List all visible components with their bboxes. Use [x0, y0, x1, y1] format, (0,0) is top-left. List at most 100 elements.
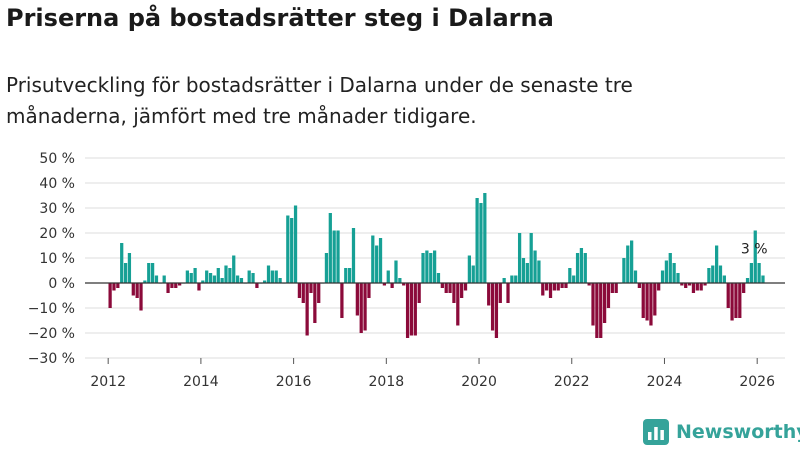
y-tick-label: −30 %	[28, 351, 75, 367]
bar	[529, 233, 533, 283]
bar	[761, 275, 765, 283]
newsworthy-logo-icon	[643, 419, 669, 445]
bar	[726, 283, 730, 308]
x-tick-label: 2022	[554, 374, 590, 390]
bar	[749, 263, 754, 283]
bar	[664, 260, 669, 283]
bar	[680, 283, 684, 286]
bar	[375, 245, 379, 283]
bar	[687, 283, 692, 286]
bar	[224, 265, 228, 283]
bar	[216, 268, 220, 283]
bar	[657, 283, 661, 291]
bar	[340, 283, 344, 318]
bar	[409, 283, 414, 336]
bar	[498, 283, 502, 303]
bar	[301, 283, 305, 303]
bar	[579, 248, 584, 283]
bar	[417, 283, 421, 303]
bar	[212, 275, 217, 283]
x-tick-label: 2024	[647, 374, 683, 390]
bar	[162, 275, 166, 283]
chart-title: Priserna på bostadsrätter steg i Dalarna	[6, 4, 554, 32]
x-tick-label: 2026	[739, 374, 775, 390]
bar	[429, 253, 433, 283]
bar	[270, 270, 274, 283]
bar	[676, 273, 680, 283]
bar	[131, 283, 135, 296]
bar	[178, 283, 182, 286]
bar	[730, 283, 734, 321]
bar	[599, 283, 603, 338]
bar	[645, 283, 649, 321]
bar	[432, 250, 437, 283]
bar	[606, 283, 611, 308]
bar	[348, 268, 352, 283]
bar	[371, 235, 375, 283]
bar	[587, 283, 591, 286]
bar	[514, 275, 518, 283]
bar	[108, 283, 112, 308]
bar	[568, 268, 572, 283]
bar	[745, 278, 750, 283]
bar	[699, 283, 703, 291]
bar	[517, 233, 522, 283]
bar	[363, 283, 367, 331]
bar	[174, 283, 178, 288]
bar	[556, 283, 560, 291]
bar	[382, 283, 387, 286]
bar	[715, 245, 719, 283]
bar	[537, 260, 541, 283]
bar	[263, 280, 267, 283]
bar	[293, 205, 298, 283]
x-tick-label: 2012	[90, 374, 126, 390]
bar	[463, 283, 468, 291]
bar	[359, 283, 363, 333]
y-tick-label: −10 %	[28, 301, 75, 317]
bar	[297, 283, 302, 298]
annotation-label: 3 %	[741, 242, 768, 258]
bar	[595, 283, 599, 338]
bar	[305, 283, 309, 336]
bar	[255, 283, 259, 288]
bar	[691, 283, 696, 293]
bar	[278, 278, 282, 283]
y-tick-label: 40 %	[39, 176, 75, 192]
bar	[405, 283, 410, 338]
bar	[711, 265, 715, 283]
bar	[649, 283, 653, 326]
bar	[753, 230, 757, 283]
bar	[394, 260, 398, 283]
bar	[660, 270, 665, 283]
bar	[545, 283, 549, 291]
bar	[510, 275, 514, 283]
bar	[189, 273, 193, 283]
bar	[521, 258, 526, 283]
bar	[251, 273, 255, 283]
bar	[564, 283, 568, 288]
bar	[742, 283, 746, 293]
bar	[487, 283, 491, 306]
bar	[672, 263, 676, 283]
bar	[127, 253, 132, 283]
bar	[332, 230, 336, 283]
x-tick-label: 2018	[369, 374, 405, 390]
bar	[197, 283, 201, 291]
annotation: 3 %	[741, 242, 768, 258]
y-tick-label: 10 %	[39, 251, 75, 267]
y-tick-label: 20 %	[39, 226, 75, 242]
bar	[193, 268, 197, 283]
y-tick-label: 0 %	[48, 276, 75, 292]
bar	[684, 283, 688, 288]
bar	[135, 283, 139, 298]
bar	[421, 253, 425, 283]
bar	[541, 283, 545, 296]
bar	[239, 278, 244, 283]
bar	[185, 270, 189, 283]
bar	[147, 263, 151, 283]
bar	[630, 240, 634, 283]
bar	[591, 283, 595, 326]
bar	[120, 243, 124, 283]
bar	[336, 230, 340, 283]
bar	[572, 275, 576, 283]
